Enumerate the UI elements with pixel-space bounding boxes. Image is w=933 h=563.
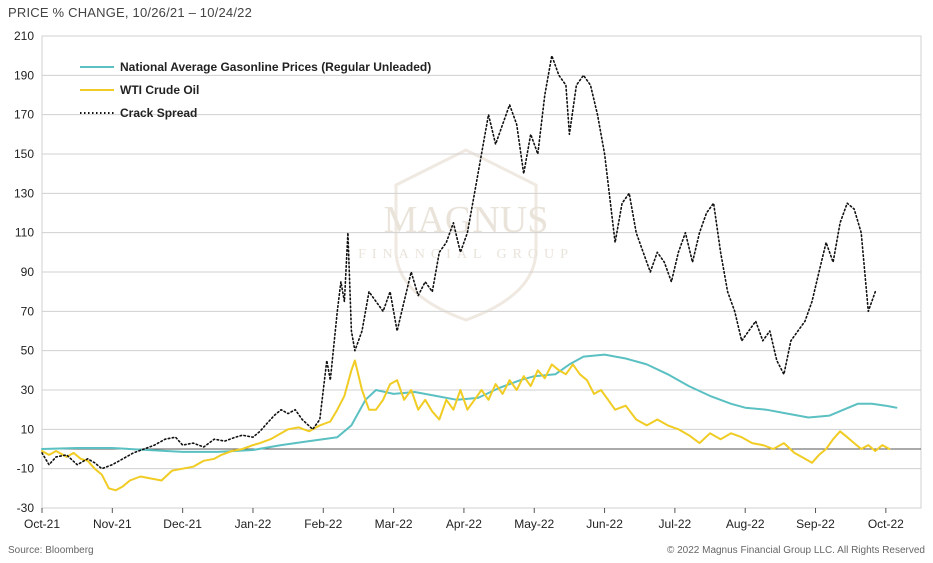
source-note: Source: Bloomberg <box>8 545 94 556</box>
x-tick-label: Aug-22 <box>726 517 765 531</box>
watermark-logo: MAGNUS FINANCIAL GROUP <box>358 148 574 322</box>
legend-label-2: Crack Spread <box>120 106 197 120</box>
y-tick-label: 130 <box>14 186 34 200</box>
legend: National Average Gasonline Prices (Regul… <box>80 60 431 120</box>
x-tick-label: Apr-22 <box>446 517 482 531</box>
y-tick-label: 70 <box>21 304 35 318</box>
x-tick-label: Feb-22 <box>304 517 342 531</box>
x-tick-label: Jul-22 <box>659 517 692 531</box>
watermark-text-sub: FINANCIAL GROUP <box>358 247 574 262</box>
chart-title: PRICE % CHANGE, 10/26/21 – 10/24/22 <box>8 5 253 20</box>
y-tick-label: 50 <box>21 344 35 358</box>
series-layer <box>41 54 898 492</box>
x-tick-label: Jun-22 <box>586 517 623 531</box>
y-tick-label: 170 <box>14 108 34 122</box>
series-line-0 <box>41 353 898 453</box>
y-tick-label: 110 <box>15 226 34 240</box>
legend-label-1: WTI Crude Oil <box>120 83 199 97</box>
y-tick-label: -10 <box>17 462 35 476</box>
x-tick-label: Oct-21 <box>24 517 60 531</box>
x-tick-label: Jan-22 <box>235 517 272 531</box>
legend-label-0: National Average Gasonline Prices (Regul… <box>120 60 431 74</box>
watermark-shield-icon <box>394 148 538 322</box>
x-tick-label: May-22 <box>514 517 554 531</box>
y-tick-label: 90 <box>21 265 35 279</box>
x-tick-label: Oct-22 <box>868 517 904 531</box>
y-tick-label: 210 <box>14 29 34 43</box>
x-tick-label: Dec-21 <box>163 517 202 531</box>
series-line-2 <box>41 54 877 470</box>
watermark-text-main: MAGNUS <box>384 199 549 241</box>
x-tick-label: Sep-22 <box>796 517 835 531</box>
x-tick-label: Mar-22 <box>375 517 413 531</box>
x-tick-label: Nov-21 <box>93 517 132 531</box>
y-tick-label: 190 <box>14 68 34 82</box>
series-line-1 <box>41 359 891 492</box>
y-tick-label: 30 <box>21 383 35 397</box>
copyright-note: © 2022 Magnus Financial Group LLC. All R… <box>666 545 925 556</box>
y-tick-label: 150 <box>14 147 34 161</box>
axis-layer: -30 -10 10 30 50 70 90 110 130 150 170 190 210 Oct-21… <box>14 29 921 531</box>
y-tick-label: 10 <box>21 422 35 436</box>
y-tick-label: -30 <box>17 501 35 515</box>
